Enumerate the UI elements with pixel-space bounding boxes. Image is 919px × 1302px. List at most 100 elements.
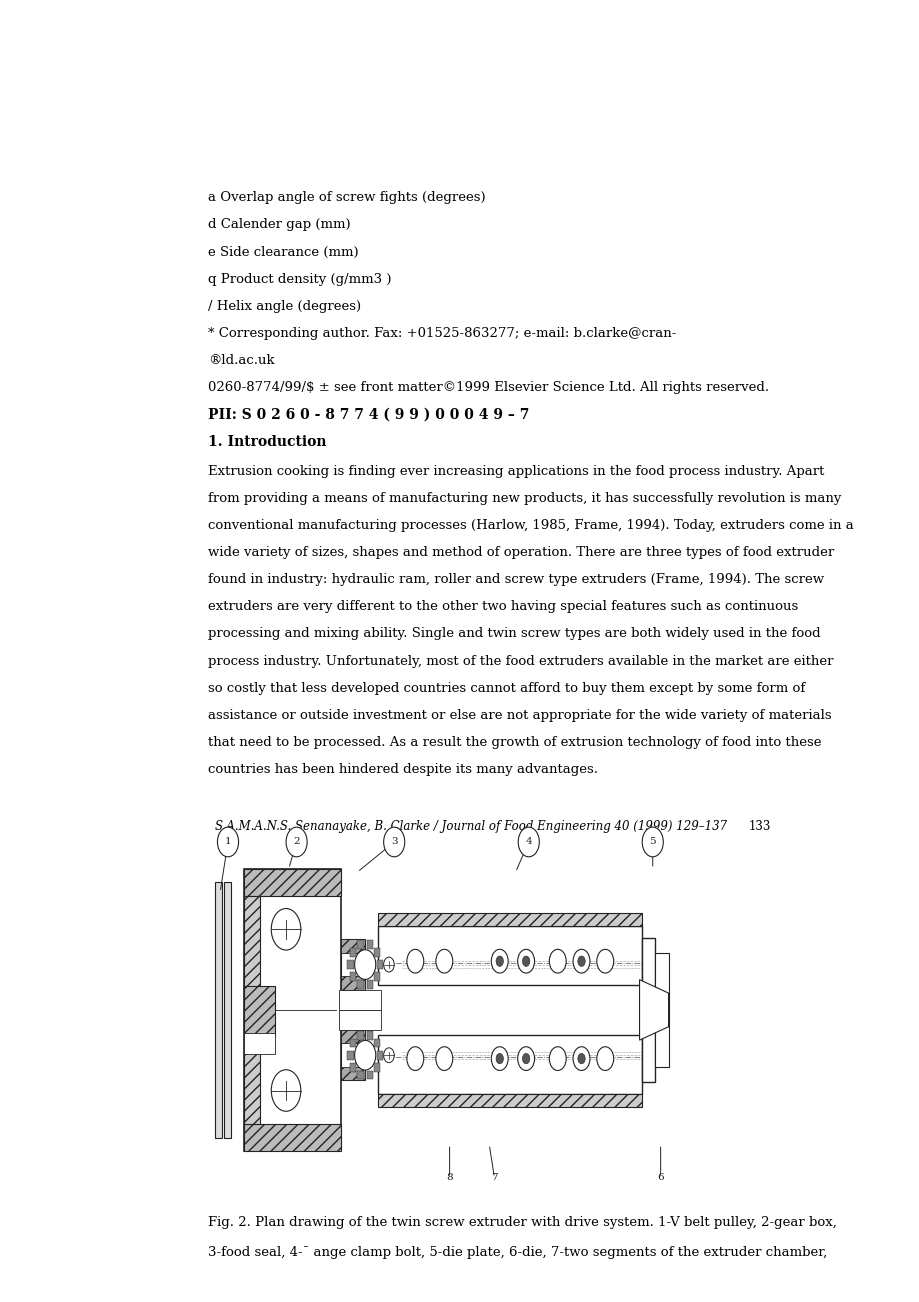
Text: assistance or outside investment or else are not appropriate for the wide variet: assistance or outside investment or else… bbox=[208, 708, 831, 721]
Bar bbox=[350, 973, 356, 982]
Bar bbox=[350, 948, 356, 957]
Circle shape bbox=[517, 827, 539, 857]
Text: countries has been hindered despite its many advantages.: countries has been hindered despite its … bbox=[208, 763, 597, 776]
Circle shape bbox=[573, 1047, 589, 1070]
Circle shape bbox=[577, 956, 584, 966]
Bar bbox=[244, 1034, 275, 1053]
Circle shape bbox=[641, 827, 663, 857]
Bar bbox=[366, 1031, 372, 1040]
Text: * Corresponding author. Fax: +01525-863277; e-mail: b.clarke@cran-: * Corresponding author. Fax: +01525-8632… bbox=[208, 327, 675, 340]
Bar bbox=[357, 1070, 363, 1079]
Circle shape bbox=[217, 827, 238, 857]
Bar bbox=[244, 868, 341, 896]
Bar bbox=[338, 1010, 380, 1030]
Bar bbox=[244, 868, 341, 1151]
Text: e Side clearance (mm): e Side clearance (mm) bbox=[208, 246, 357, 259]
Text: 3: 3 bbox=[391, 837, 397, 846]
Text: 133: 133 bbox=[748, 820, 770, 833]
Text: Fig. 2. Plan drawing of the twin screw extruder with drive system. 1-V belt pull: Fig. 2. Plan drawing of the twin screw e… bbox=[208, 1216, 835, 1229]
Bar bbox=[341, 1030, 365, 1081]
Circle shape bbox=[271, 909, 301, 950]
Bar bbox=[244, 896, 259, 1124]
Circle shape bbox=[577, 1053, 584, 1064]
Text: conventional manufacturing processes (Harlow, 1985, Frame, 1994). Today, extrude: conventional manufacturing processes (Ha… bbox=[208, 519, 853, 533]
Bar bbox=[341, 1068, 365, 1081]
Circle shape bbox=[517, 1047, 534, 1070]
Bar bbox=[654, 953, 668, 1068]
Circle shape bbox=[495, 1053, 503, 1064]
Bar bbox=[215, 883, 221, 1138]
Circle shape bbox=[522, 956, 529, 966]
Bar bbox=[377, 1051, 382, 1060]
Text: / Helix angle (degrees): / Helix angle (degrees) bbox=[208, 299, 360, 312]
Bar bbox=[373, 973, 380, 982]
Text: PII: S 0 2 6 0 - 8 7 7 4 ( 9 9 ) 0 0 0 4 9 – 7: PII: S 0 2 6 0 - 8 7 7 4 ( 9 9 ) 0 0 0 4… bbox=[208, 408, 528, 422]
Bar bbox=[378, 926, 641, 984]
Text: ®ld.ac.uk: ®ld.ac.uk bbox=[208, 354, 274, 367]
Circle shape bbox=[383, 957, 393, 973]
Bar bbox=[366, 940, 372, 949]
Circle shape bbox=[383, 827, 404, 857]
Text: 3-food seal, 4-¯ ange clamp bolt, 5-die plate, 6-die, 7-two segments of the extr: 3-food seal, 4-¯ ange clamp bolt, 5-die … bbox=[208, 1246, 826, 1259]
Text: 1. Introduction: 1. Introduction bbox=[208, 435, 326, 449]
Bar bbox=[377, 960, 382, 969]
Text: processing and mixing ability. Single and twin screw types are both widely used : processing and mixing ability. Single an… bbox=[208, 628, 820, 641]
Bar bbox=[641, 937, 654, 1082]
Bar bbox=[215, 842, 742, 1178]
Bar bbox=[378, 913, 641, 926]
Bar bbox=[346, 960, 353, 969]
Circle shape bbox=[271, 1070, 301, 1112]
Circle shape bbox=[596, 1047, 613, 1070]
Bar bbox=[341, 939, 365, 990]
Circle shape bbox=[517, 949, 534, 973]
Text: 2: 2 bbox=[293, 837, 300, 846]
Text: extruders are very different to the other two having special features such as co: extruders are very different to the othe… bbox=[208, 600, 797, 613]
Circle shape bbox=[491, 1047, 507, 1070]
Text: d Calender gap (mm): d Calender gap (mm) bbox=[208, 219, 350, 232]
Text: 8: 8 bbox=[446, 1173, 452, 1182]
Circle shape bbox=[596, 949, 613, 973]
Text: so costly that less developed countries cannot afford to buy them except by some: so costly that less developed countries … bbox=[208, 681, 804, 694]
Text: a Overlap angle of screw fights (degrees): a Overlap angle of screw fights (degrees… bbox=[208, 191, 485, 204]
Polygon shape bbox=[639, 979, 668, 1040]
Bar bbox=[357, 980, 363, 988]
Circle shape bbox=[549, 1047, 565, 1070]
Text: wide variety of sizes, shapes and method of operation. There are three types of : wide variety of sizes, shapes and method… bbox=[208, 547, 833, 560]
Text: 4: 4 bbox=[525, 837, 531, 846]
Text: from providing a means of manufacturing new products, it has successfully revolu: from providing a means of manufacturing … bbox=[208, 492, 840, 505]
Circle shape bbox=[549, 949, 565, 973]
Circle shape bbox=[483, 1163, 505, 1193]
Bar bbox=[373, 1062, 380, 1072]
Bar bbox=[338, 990, 380, 1010]
Bar bbox=[341, 976, 365, 990]
Circle shape bbox=[436, 1047, 452, 1070]
Bar bbox=[373, 948, 380, 957]
Text: 0260-8774/99/$ ± see front matter©1999 Elsevier Science Ltd. All rights reserved: 0260-8774/99/$ ± see front matter©1999 E… bbox=[208, 380, 768, 393]
Circle shape bbox=[495, 956, 503, 966]
Circle shape bbox=[406, 1047, 424, 1070]
Text: process industry. Unfortunately, most of the food extruders available in the mar: process industry. Unfortunately, most of… bbox=[208, 655, 833, 668]
Text: 6: 6 bbox=[657, 1173, 664, 1182]
Text: Extrusion cooking is finding ever increasing applications in the food process in: Extrusion cooking is finding ever increa… bbox=[208, 465, 823, 478]
Bar bbox=[244, 1124, 341, 1151]
Text: 1: 1 bbox=[224, 837, 231, 846]
Bar bbox=[366, 980, 372, 988]
Text: 5: 5 bbox=[649, 837, 655, 846]
Text: 7: 7 bbox=[491, 1173, 497, 1182]
Bar bbox=[341, 939, 365, 953]
Bar bbox=[223, 883, 231, 1138]
Bar bbox=[357, 940, 363, 949]
Circle shape bbox=[491, 949, 507, 973]
Text: S.A.M.A.N.S. Senanayake, B. Clarke / Journal of Food Engineering 40 (1999) 129–1: S.A.M.A.N.S. Senanayake, B. Clarke / Jou… bbox=[215, 820, 727, 833]
Circle shape bbox=[383, 1048, 393, 1062]
Circle shape bbox=[286, 827, 307, 857]
Text: that need to be processed. As a result the growth of extrusion technology of foo: that need to be processed. As a result t… bbox=[208, 736, 821, 749]
Bar bbox=[373, 1039, 380, 1048]
Circle shape bbox=[522, 1053, 529, 1064]
Bar bbox=[378, 1035, 641, 1094]
Circle shape bbox=[406, 949, 424, 973]
Bar bbox=[346, 1051, 353, 1060]
Text: found in industry: hydraulic ram, roller and screw type extruders (Frame, 1994).: found in industry: hydraulic ram, roller… bbox=[208, 573, 823, 586]
Bar bbox=[378, 1094, 641, 1107]
Bar bbox=[350, 1062, 356, 1072]
